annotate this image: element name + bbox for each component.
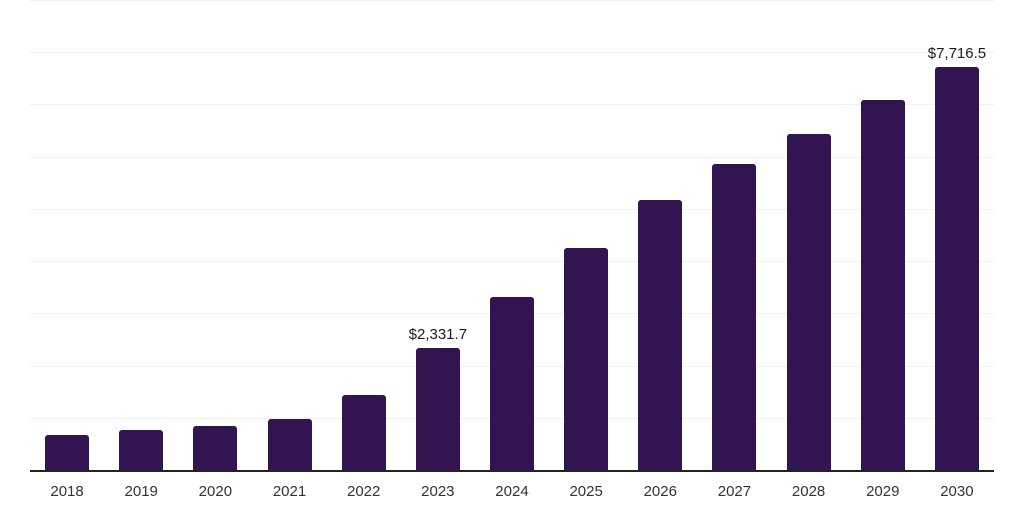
x-tick-label-2024: 2024 xyxy=(495,483,529,500)
gridline-7000 xyxy=(30,104,994,106)
x-tick-label-2027: 2027 xyxy=(717,483,752,500)
bar-2019[interactable] xyxy=(119,429,164,470)
bar-2029[interactable] xyxy=(860,99,905,470)
x-tick-label-2025: 2025 xyxy=(569,483,603,500)
bar-2030[interactable] xyxy=(934,67,979,470)
gridline-5000 xyxy=(30,208,994,210)
x-tick-label-2028: 2028 xyxy=(791,483,826,500)
bar-2024[interactable] xyxy=(490,296,534,470)
gridline-4000 xyxy=(30,261,994,263)
gridline-9000 xyxy=(30,0,994,1)
bar-value-label-2030: $7,716.5 xyxy=(927,45,987,63)
x-tick-label-2019: 2019 xyxy=(124,483,158,500)
gridline-8000 xyxy=(30,52,994,54)
x-tick-label-2029: 2029 xyxy=(866,483,900,500)
x-tick-label-2020: 2020 xyxy=(198,483,233,500)
x-axis-labels: 2018 2019 2020 2021 2022 2023 2024 2025 2026 2027… xyxy=(30,483,994,507)
bar-2022[interactable] xyxy=(341,394,386,470)
bar-2025[interactable] xyxy=(564,247,609,470)
x-tick-label-2022: 2022 xyxy=(346,483,381,500)
bar-2018[interactable] xyxy=(45,434,90,470)
bar-2020[interactable] xyxy=(193,425,238,470)
x-tick-label-2021: 2021 xyxy=(272,483,307,500)
bar-2023[interactable] xyxy=(415,348,460,470)
bar-2026[interactable] xyxy=(638,200,683,470)
gridline-6000 xyxy=(30,156,994,158)
bar-2021[interactable] xyxy=(267,418,312,470)
x-tick-label-2023: 2023 xyxy=(421,483,455,500)
plot-area: $2,331.7 $7,716.5 xyxy=(30,0,994,472)
bar-value-label-2023: $2,331.7 xyxy=(408,326,468,344)
x-tick-label-2026: 2026 xyxy=(643,483,677,500)
bar-2027[interactable] xyxy=(712,163,757,470)
x-tick-label-2030: 2030 xyxy=(940,483,974,500)
x-tick-label-2018: 2018 xyxy=(50,483,84,500)
bar-2028[interactable] xyxy=(786,133,831,470)
